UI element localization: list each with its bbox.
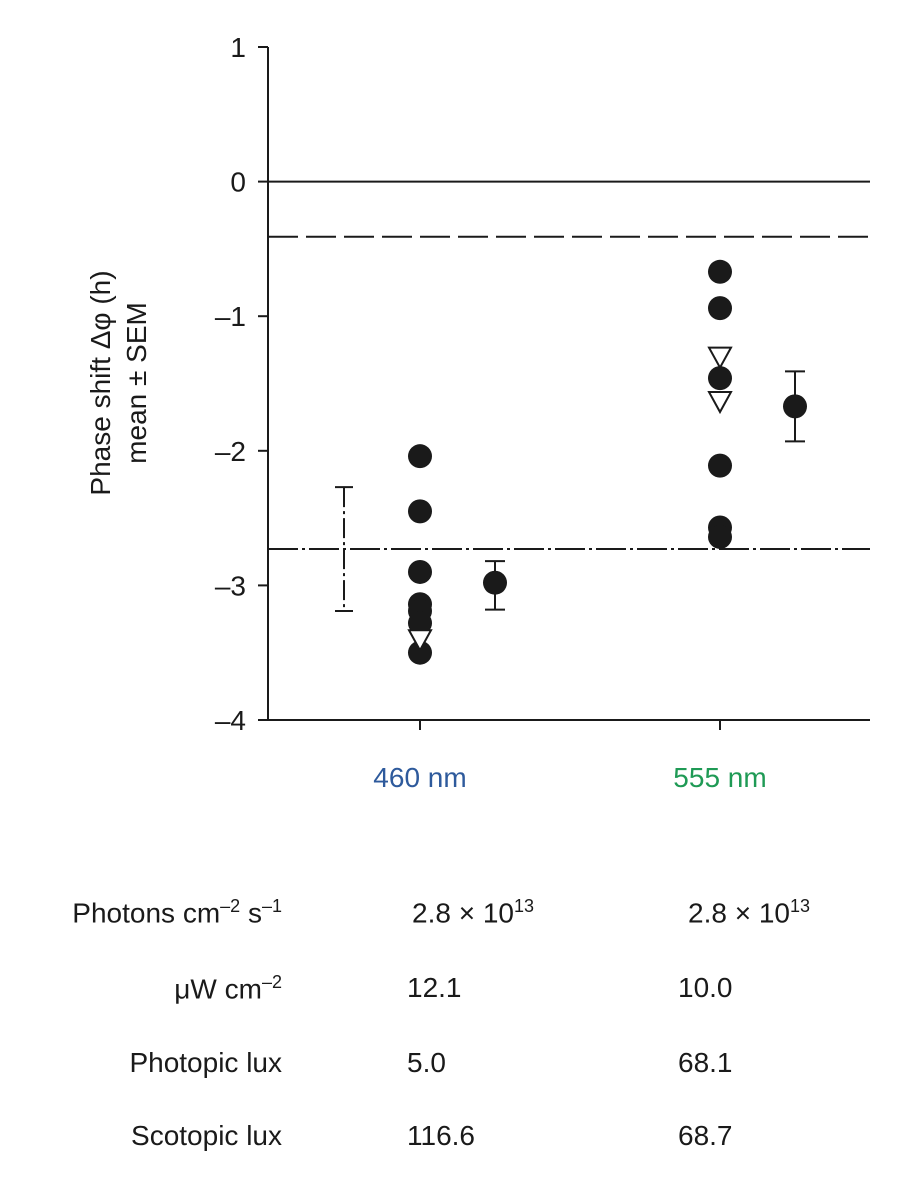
x-tick-label: 460 nm [373, 762, 466, 793]
data-point-circle [708, 366, 732, 391]
y-tick-label: –3 [215, 570, 246, 601]
data-point-triangle [407, 629, 433, 653]
y-axis-label: Phase shift Δφ (h) mean ± SEM [85, 270, 152, 495]
data-point-triangle [707, 390, 733, 415]
photopic-555: 68.1 [678, 1047, 733, 1078]
uw-460: 12.1 [407, 972, 462, 1003]
y-tick-label: –4 [215, 705, 246, 736]
mean-point [483, 570, 507, 595]
data-point-circle [408, 611, 432, 636]
y-axis-label-line: Phase shift Δφ (h) [85, 270, 116, 495]
y-tick-label: 1 [230, 32, 246, 63]
photons-555: 2.8 × 1013 [688, 896, 811, 929]
row-label-scotopic: Scotopic lux [131, 1120, 282, 1151]
photons-460: 2.8 × 1013 [412, 896, 535, 929]
data-point-circle [708, 453, 732, 478]
uw-555: 10.0 [678, 972, 733, 1003]
data-point-circle [408, 444, 432, 469]
x-tick-label: 555 nm [673, 762, 766, 793]
data-point-circle [708, 524, 732, 549]
mean-point [783, 394, 807, 419]
phase-shift-chart: 1 0 –1 –2 –3 –4 460 nm 555 nm Phase shift Δφ (h)… [85, 32, 870, 793]
y-axis-label-line: mean ± SEM [121, 302, 152, 464]
row-label-photopic: Photopic lux [129, 1047, 282, 1078]
y-tick-label: –1 [215, 301, 246, 332]
data-point-circle [408, 559, 432, 584]
data-point-circle [708, 296, 732, 321]
data-point-circle [708, 259, 732, 284]
row-label-photons: Photons cm–2 s–1 [72, 896, 282, 929]
y-tick-label: 0 [230, 167, 246, 198]
y-tick-label: –2 [215, 436, 246, 467]
scotopic-460: 116.6 [407, 1120, 475, 1151]
data-point-circle [408, 640, 432, 665]
data-point-circle [408, 499, 432, 524]
data-point-triangle [707, 346, 733, 370]
photopic-460: 5.0 [407, 1047, 446, 1078]
row-label-uw: μW cm–2 [174, 972, 282, 1005]
scotopic-555: 68.7 [678, 1120, 733, 1151]
